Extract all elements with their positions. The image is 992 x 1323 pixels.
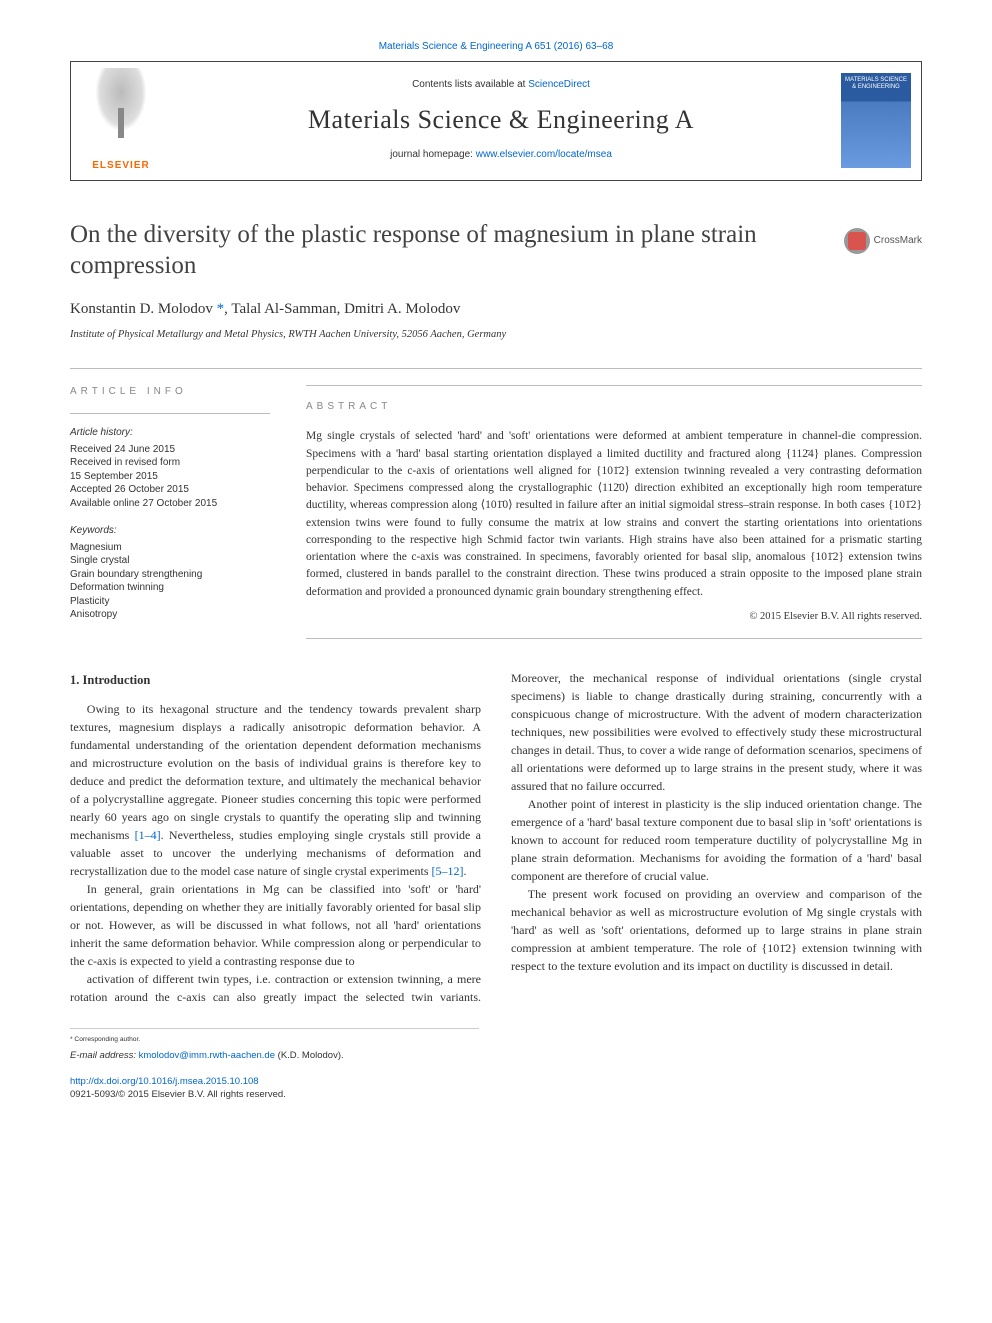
keyword-line: Anisotropy xyxy=(70,608,270,622)
section-heading-1: 1. Introduction xyxy=(70,671,481,690)
crossmark-icon xyxy=(844,228,870,254)
keywords-label: Keywords: xyxy=(70,524,270,539)
p1a: Owing to its hexagonal structure and the… xyxy=(70,702,481,842)
journal-header-box: ELSEVIER Contents lists available at Sci… xyxy=(70,61,922,181)
keyword-line: Magnesium xyxy=(70,541,270,555)
article-meta-row: ARTICLE INFO Article history: Received 2… xyxy=(70,368,922,639)
journal-homepage-line: journal homepage: www.elsevier.com/locat… xyxy=(390,148,612,163)
cover-thumb-cell: MATERIALS SCIENCE & ENGINEERING xyxy=(831,62,921,180)
crossmark-badge[interactable]: CrossMark xyxy=(844,228,922,254)
homepage-prefix: journal homepage: xyxy=(390,149,476,160)
article-title: On the diversity of the plastic response… xyxy=(70,219,922,282)
abstract-heading: ABSTRACT xyxy=(306,400,922,415)
journal-title-cell: Contents lists available at ScienceDirec… xyxy=(171,62,831,180)
crossmark-label: CrossMark xyxy=(874,234,922,249)
corr-author-label: * Corresponding author. xyxy=(70,1035,479,1049)
body-paragraph: Another point of interest in plasticity … xyxy=(511,795,922,885)
journal-cover-thumb: MATERIALS SCIENCE & ENGINEERING xyxy=(841,73,911,168)
issn-copyright-line: 0921-5093/© 2015 Elsevier B.V. All right… xyxy=(70,1088,922,1101)
cover-thumb-label: MATERIALS SCIENCE & ENGINEERING xyxy=(845,77,907,90)
body-paragraph: Owing to its hexagonal structure and the… xyxy=(70,700,481,880)
article-info-heading: ARTICLE INFO xyxy=(70,385,270,400)
history-line: Received in revised form xyxy=(70,456,270,470)
publisher-cell: ELSEVIER xyxy=(71,62,171,180)
elsevier-tree-icon xyxy=(91,68,151,138)
history-line: Accepted 26 October 2015 xyxy=(70,483,270,497)
corr-email-line: E-mail address: kmolodov@imm.rwth-aachen… xyxy=(70,1049,479,1062)
p1c: . xyxy=(464,864,467,878)
keyword-line: Plasticity xyxy=(70,595,270,609)
journal-title: Materials Science & Engineering A xyxy=(308,101,694,139)
email-label: E-mail address: xyxy=(70,1050,139,1061)
journal-reference-line: Materials Science & Engineering A 651 (2… xyxy=(70,40,922,55)
email-link[interactable]: kmolodov@imm.rwth-aachen.de xyxy=(139,1050,275,1061)
contents-prefix: Contents lists available at xyxy=(412,79,528,90)
body-paragraph: The present work focused on providing an… xyxy=(511,885,922,975)
doi-link[interactable]: http://dx.doi.org/10.1016/j.msea.2015.10… xyxy=(70,1076,259,1087)
body-columns: 1. Introduction Owing to its hexagonal s… xyxy=(70,669,922,1006)
abstract-body: Mg single crystals of selected 'hard' an… xyxy=(306,428,922,601)
elsevier-wordmark: ELSEVIER xyxy=(92,159,149,174)
history-line: Available online 27 October 2015 xyxy=(70,497,270,511)
corresponding-author-footer: * Corresponding author. E-mail address: … xyxy=(70,1028,479,1063)
author-list: Konstantin D. Molodov *, Talal Al-Samman… xyxy=(70,299,922,321)
history-line: 15 September 2015 xyxy=(70,470,270,484)
citation-link[interactable]: [5–12] xyxy=(432,864,464,878)
keyword-line: Grain boundary strengthening xyxy=(70,568,270,582)
doi-footer: http://dx.doi.org/10.1016/j.msea.2015.10… xyxy=(70,1075,922,1102)
abstract-col: ABSTRACT Mg single crystals of selected … xyxy=(306,385,922,639)
history-label: Article history: xyxy=(70,426,270,441)
contents-available-line: Contents lists available at ScienceDirec… xyxy=(412,78,590,93)
article-info-col: ARTICLE INFO Article history: Received 2… xyxy=(70,385,270,639)
sciencedirect-link[interactable]: ScienceDirect xyxy=(528,79,590,90)
body-paragraph: In general, grain orientations in Mg can… xyxy=(70,880,481,970)
abstract-copyright: © 2015 Elsevier B.V. All rights reserved… xyxy=(306,609,922,624)
history-line: Received 24 June 2015 xyxy=(70,443,270,457)
affiliation: Institute of Physical Metallurgy and Met… xyxy=(70,327,922,342)
corr-label-text: * Corresponding author. xyxy=(70,1036,140,1043)
citation-link[interactable]: [1–4] xyxy=(135,828,161,842)
email-who: (K.D. Molodov). xyxy=(275,1050,344,1061)
journal-reference-link[interactable]: Materials Science & Engineering A 651 (2… xyxy=(379,41,614,52)
homepage-link[interactable]: www.elsevier.com/locate/msea xyxy=(476,149,612,160)
keyword-line: Single crystal xyxy=(70,554,270,568)
keyword-line: Deformation twinning xyxy=(70,581,270,595)
